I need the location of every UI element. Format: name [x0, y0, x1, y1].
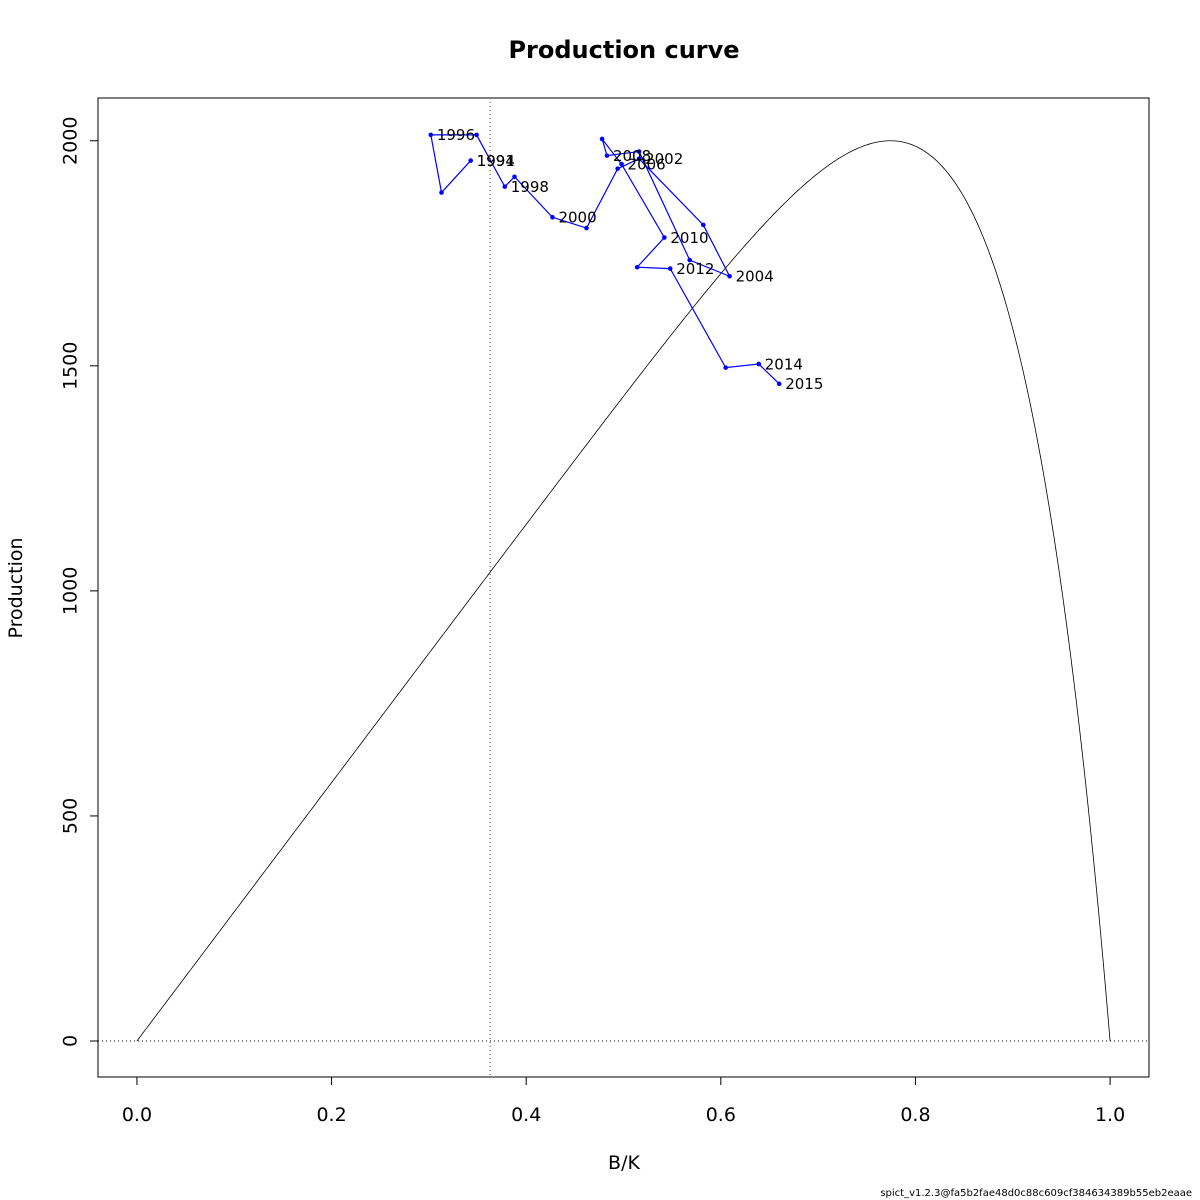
x-tick-label: 0.6 [706, 1104, 736, 1126]
year-label: 2008 [613, 147, 651, 165]
year-label: 1994 [477, 152, 515, 170]
trajectory-point [634, 264, 640, 270]
trajectory-point [550, 214, 555, 220]
year-label: 2000 [558, 209, 596, 227]
trajectory-point [474, 132, 479, 138]
x-tick-label: 1.0 [1095, 1104, 1125, 1126]
trajectory-point [502, 184, 508, 189]
trajectory-point [584, 225, 589, 231]
y-tick-label: 1500 [60, 342, 82, 390]
plot-frame [97, 97, 1150, 1078]
x-tick-label: 0.2 [316, 1104, 346, 1126]
trajectory-point [662, 235, 667, 240]
trajectory-point [687, 257, 692, 263]
trajectory-point [723, 365, 728, 370]
trajectory-point [615, 166, 620, 171]
chart-title: Production curve [508, 36, 739, 64]
year-label: 2006 [628, 155, 666, 173]
year-label: 2014 [765, 355, 803, 373]
trajectory-point [700, 222, 706, 228]
trajectory-point [727, 273, 732, 279]
trajectory-point [636, 156, 642, 162]
trajectory-point [776, 381, 782, 387]
trajectory-point [667, 266, 673, 271]
trajectory-point [604, 153, 610, 158]
trajectory-point [512, 174, 517, 180]
trajectory-point [636, 149, 642, 154]
x-axis-label: B/K [608, 1152, 640, 1174]
year-label: 1996 [437, 126, 475, 144]
y-axis-label: Production [5, 537, 27, 638]
year-label: 2012 [676, 260, 714, 278]
footer-signature: spict_v1.2.3@fa5b2fae48d0c88c609cf384634… [880, 1188, 1192, 1199]
x-tick-label: 0.4 [511, 1104, 541, 1126]
trajectory-point [468, 158, 474, 163]
x-tick-label: 0.8 [900, 1104, 930, 1126]
y-tick-label: 1000 [60, 567, 82, 615]
x-tick-label: 0.0 [122, 1104, 152, 1126]
year-label: 2002 [645, 150, 683, 168]
year-label: 2004 [736, 267, 774, 285]
trajectory-point [756, 361, 762, 367]
y-tick-label: 500 [60, 798, 82, 834]
trajectory-line [430, 134, 780, 385]
production-curve-line [136, 140, 1111, 1042]
trajectory-point [428, 132, 434, 138]
year-label-overlap: 1991 [477, 152, 515, 170]
y-tick-label: 0 [60, 1035, 82, 1047]
year-label: 2015 [785, 375, 823, 393]
trajectory-point [619, 161, 624, 167]
y-tick-label: 2000 [60, 117, 82, 165]
trajectory-point [599, 136, 605, 142]
trajectory-point [439, 190, 444, 195]
year-label: 1998 [511, 178, 549, 196]
year-label: 2010 [670, 229, 708, 247]
